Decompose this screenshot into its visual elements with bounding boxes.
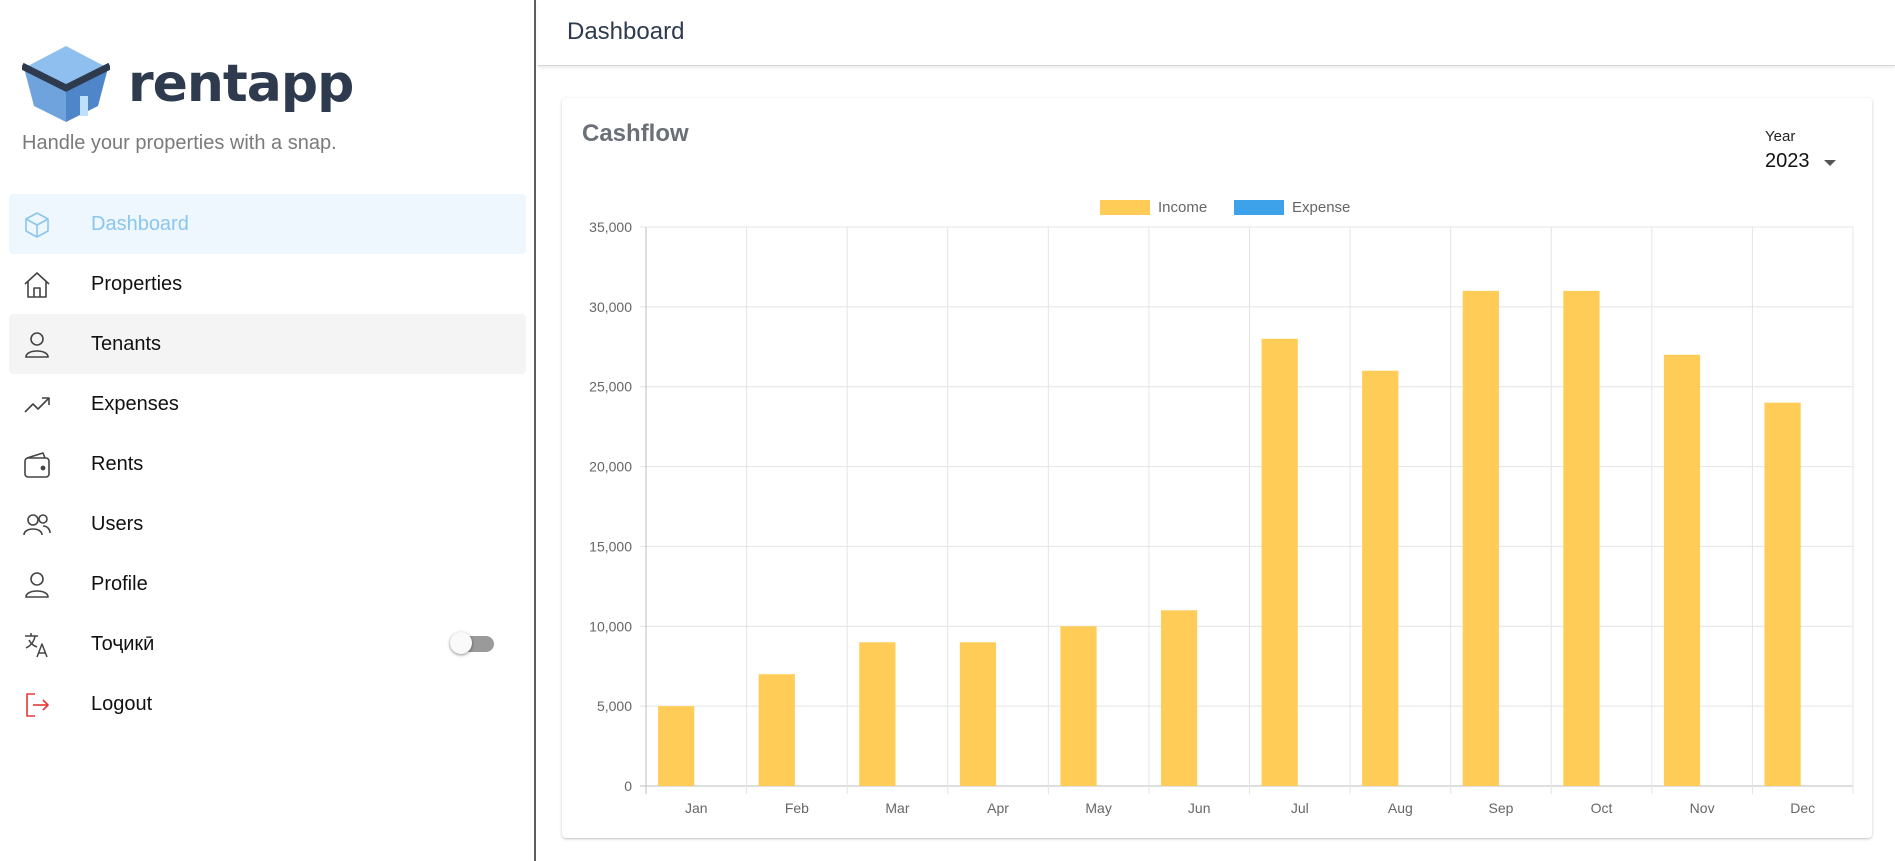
brand-name: rentapp — [128, 54, 354, 114]
y-tick-label: 35,000 — [589, 219, 632, 235]
sidebar-item-label: Logout — [91, 692, 153, 715]
sidebar-item-logout[interactable]: Logout — [9, 674, 526, 734]
y-tick-label: 0 — [624, 778, 632, 794]
bar-income — [1160, 610, 1198, 786]
bar-income — [1261, 338, 1298, 786]
page-title: Dashboard — [567, 18, 685, 45]
sidebar-item-label: Expenses — [91, 392, 179, 415]
x-tick-label: Mar — [885, 800, 909, 816]
person-icon — [25, 332, 49, 358]
x-tick-label: Sep — [1488, 800, 1513, 816]
cube-icon — [25, 212, 49, 238]
bar-income — [1764, 402, 1801, 786]
sidebar-nav: Dashboard Properties Tenants — [9, 194, 526, 734]
sidebar-item-label: Users — [91, 512, 144, 535]
sidebar-item-label: Тоҷикӣ — [91, 632, 155, 655]
sidebar-item-expenses[interactable]: Expenses — [9, 374, 526, 434]
x-tick-label: Jan — [685, 800, 708, 816]
translate-icon — [25, 633, 48, 658]
brand[interactable]: rentapp — [22, 44, 354, 124]
y-tick-label: 5,000 — [597, 698, 632, 714]
toggle-thumb — [450, 632, 472, 654]
bar-income — [959, 642, 997, 786]
x-tick-label: May — [1085, 800, 1111, 816]
x-tick-label: Apr — [987, 800, 1009, 816]
year-select-value: 2023 — [1765, 150, 1810, 172]
y-tick-label: 30,000 — [589, 299, 632, 315]
legend-label-income: Income — [1158, 199, 1207, 216]
x-tick-label: Aug — [1388, 800, 1413, 816]
sidebar: rentapp Handle your properties with a sn… — [0, 0, 536, 861]
bar-income — [1060, 626, 1097, 786]
sidebar-item-properties[interactable]: Properties — [9, 254, 526, 314]
sidebar-item-users[interactable]: Users — [9, 494, 526, 554]
y-tick-label: 15,000 — [589, 538, 632, 554]
x-tick-label: Oct — [1591, 800, 1613, 816]
sidebar-item-label: Tenants — [91, 332, 162, 355]
home-icon — [24, 272, 50, 298]
bar-income — [1563, 290, 1600, 786]
bar-income — [1362, 370, 1399, 786]
sidebar-item-profile[interactable]: Profile — [9, 554, 526, 614]
rentapp-logo-icon — [22, 46, 110, 122]
logout-icon — [26, 693, 49, 717]
x-tick-label: Nov — [1690, 800, 1715, 816]
sidebar-item-dashboard[interactable]: Dashboard — [9, 194, 526, 254]
y-tick-label: 20,000 — [589, 459, 632, 475]
card-title: Cashflow — [582, 120, 689, 147]
sidebar-item-label: Properties — [91, 272, 183, 295]
language-toggle[interactable] — [450, 632, 494, 654]
users-icon — [23, 514, 51, 536]
sidebar-item-tenants[interactable]: Tenants — [9, 314, 526, 374]
top-header: Dashboard — [538, 0, 1895, 66]
trending-up-icon — [24, 397, 50, 413]
bar-income — [658, 706, 695, 786]
x-tick-label: Jun — [1188, 800, 1211, 816]
sidebar-item-label: Rents — [91, 452, 144, 475]
bar-income — [859, 642, 896, 786]
person-icon — [25, 572, 49, 598]
year-select[interactable]: Year 2023 — [1765, 128, 1855, 176]
sidebar-item-label: Dashboard — [91, 212, 189, 235]
year-select-label: Year — [1765, 128, 1796, 145]
legend-swatch-income — [1100, 200, 1150, 215]
bar-income — [1462, 290, 1499, 786]
x-tick-label: Feb — [785, 800, 809, 816]
x-tick-label: Dec — [1790, 800, 1815, 816]
legend-swatch-expense — [1234, 200, 1284, 215]
sidebar-item-language[interactable]: Тоҷикӣ — [9, 614, 526, 674]
wallet-icon — [24, 452, 50, 478]
cashflow-chart: 0 5,000 10,000 15,000 20,000 25,000 30,000 35,0… — [589, 199, 1854, 816]
tagline: Handle your properties with a snap. — [22, 132, 337, 154]
y-tick-label: 10,000 — [589, 618, 632, 634]
bar-income — [1663, 354, 1701, 786]
sidebar-item-rents[interactable]: Rents — [9, 434, 526, 494]
sidebar-item-label: Profile — [91, 572, 148, 595]
chevron-down-icon — [1824, 160, 1836, 166]
y-tick-label: 25,000 — [589, 379, 632, 395]
x-tick-label: Jul — [1291, 800, 1309, 816]
bar-income — [758, 674, 795, 786]
legend-label-expense: Expense — [1292, 199, 1350, 216]
cashflow-card: Cashflow Year 2023 0 5,000 10,000 15,000 20,… — [562, 98, 1872, 838]
